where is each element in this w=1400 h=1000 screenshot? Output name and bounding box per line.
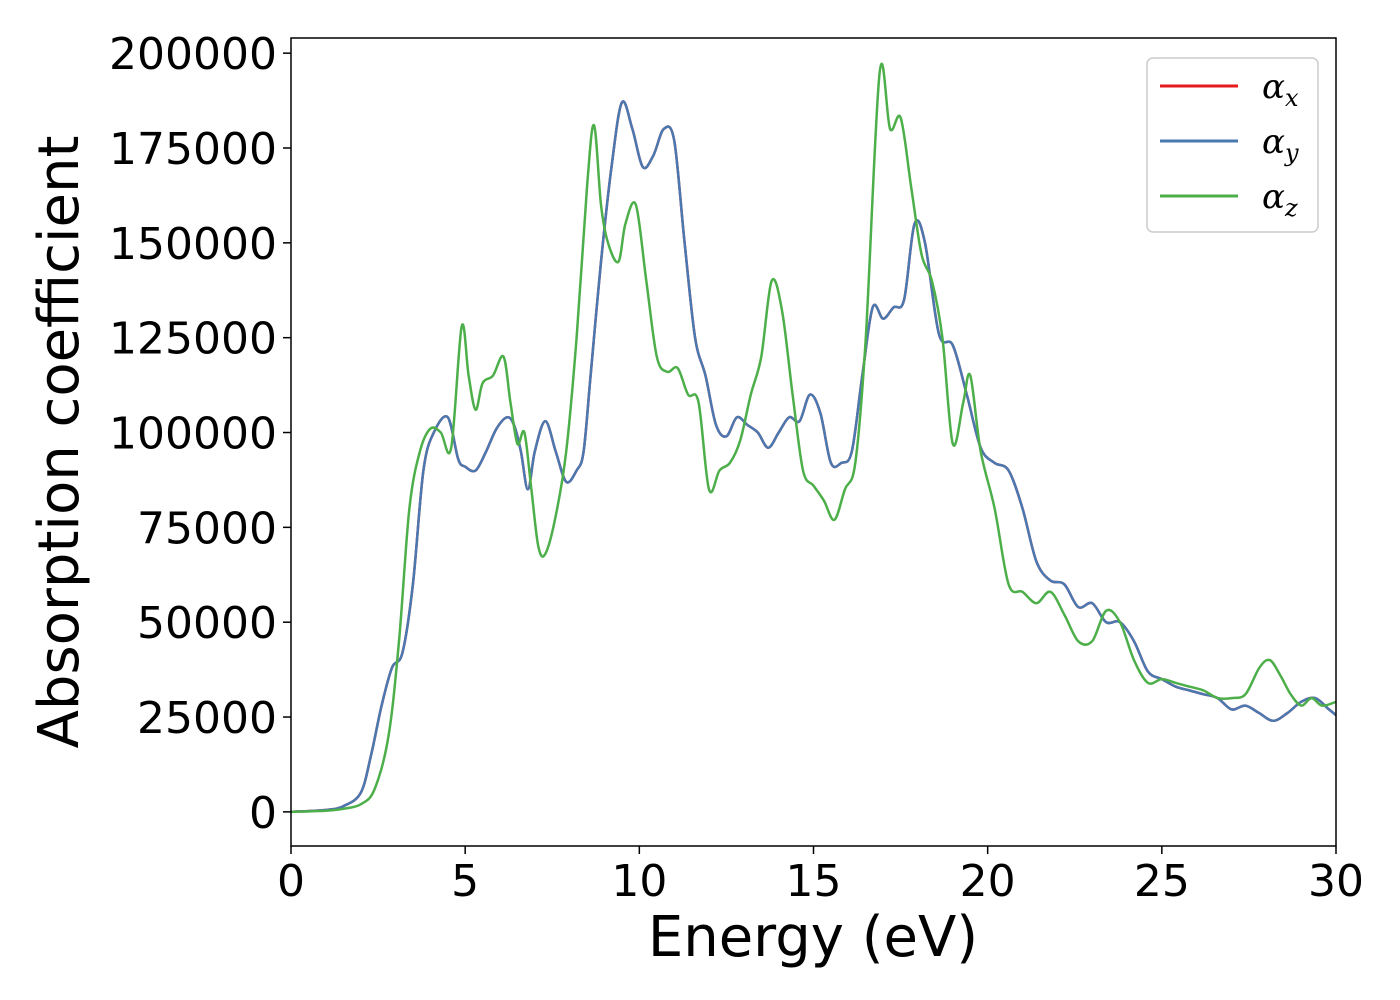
x-tick-label: 10	[611, 856, 667, 907]
y-tick-label: 100000	[109, 409, 277, 460]
y-tick-label: 25000	[137, 693, 277, 744]
series-line-z	[290, 62, 1337, 814]
y-tick-label: 125000	[109, 314, 277, 365]
legend-label-y: αy	[1262, 122, 1299, 167]
series-line-y	[290, 100, 1337, 814]
x-axis-title: Energy (eV)	[648, 905, 978, 970]
x-tick-label: 0	[277, 856, 305, 907]
x-tick-label: 15	[786, 856, 842, 907]
y-tick-label: 150000	[109, 219, 277, 270]
x-tick-label: 30	[1308, 856, 1364, 907]
legend-label-x: αx	[1262, 67, 1299, 112]
y-tick-label: 50000	[137, 598, 277, 649]
x-tick-label: 25	[1134, 856, 1190, 907]
y-tick-label: 175000	[109, 124, 277, 175]
series-group	[290, 62, 1337, 814]
y-tick-label: 200000	[109, 29, 277, 80]
y-tick-label: 0	[249, 788, 277, 839]
y-axis-title: Absorption coefficient	[27, 136, 92, 749]
y-axis: 0 25000 50000 75000 100000 125000 150000 175000…	[109, 29, 291, 839]
legend: αx αy αz	[1146, 57, 1319, 233]
y-tick-label: 75000	[137, 503, 277, 554]
legend-box	[1146, 57, 1319, 233]
x-tick-label: 20	[960, 856, 1016, 907]
legend-items: αx αy αz	[1160, 67, 1299, 222]
x-tick-label: 5	[451, 856, 479, 907]
legend-label-z: αz	[1262, 177, 1298, 222]
x-axis: 0 5 10 15 20 25 30	[277, 846, 1364, 907]
